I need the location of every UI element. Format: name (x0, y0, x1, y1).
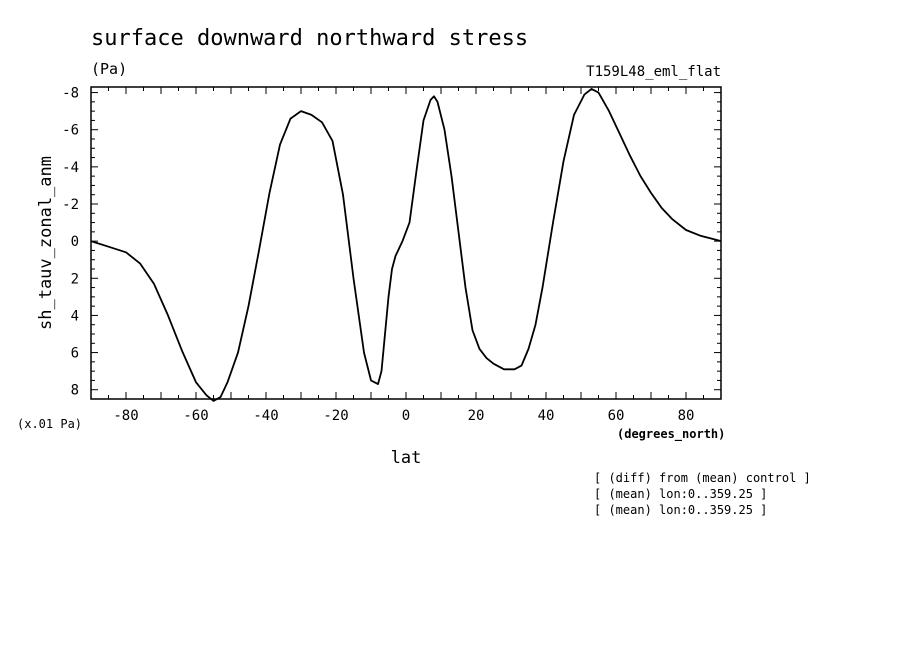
x-tick-label: 20 (468, 408, 485, 424)
x-axis-label: lat (391, 448, 422, 468)
x-tick-label: -20 (323, 408, 348, 424)
y-tick-label: 6 (71, 346, 79, 362)
y-tick-label: -8 (62, 86, 79, 102)
y-ticks: -8 -6 -4 -2 0 2 4 6 8 (62, 86, 721, 399)
x-tick-label: 40 (538, 408, 555, 424)
y-tick-label: -6 (62, 123, 79, 139)
series-line-0 (90, 88, 722, 402)
y-tick-label: 8 (71, 383, 79, 399)
x-tick-label: 0 (402, 408, 410, 424)
x-tick-label: -60 (183, 408, 208, 424)
x-tick-label: -80 (113, 408, 138, 424)
x-tick-label: 60 (608, 408, 625, 424)
y-tick-label: -4 (62, 160, 79, 176)
x-tick-label: -40 (253, 408, 278, 424)
series-layer (90, 88, 722, 402)
y-tick-label: 4 (71, 308, 79, 324)
y-tick-label: -2 (62, 197, 79, 213)
run-label: T159L48_eml_flat (586, 64, 721, 80)
x-ticks: -80 -60 -40 -20 0 20 40 60 80 (90, 87, 722, 424)
note-line-3: [ (mean) lon:0..359.25 ] (594, 503, 767, 517)
scale-note: (x.01 Pa) (17, 417, 82, 431)
y-axis-label: sh_tauv_zonal_anm (36, 156, 56, 330)
x-tick-label: 80 (678, 408, 695, 424)
note-line-2: [ (mean) lon:0..359.25 ] (594, 487, 767, 501)
units-label: (Pa) (91, 60, 127, 78)
y-tick-label: 0 (71, 234, 79, 250)
chart-title: surface downward northward stress (91, 26, 528, 51)
plot-frame (90, 86, 722, 400)
y-tick-label: 2 (71, 271, 79, 287)
note-line-1: [ (diff) from (mean) control ] (594, 471, 811, 485)
x-units-label: (degrees_north) (617, 427, 725, 442)
